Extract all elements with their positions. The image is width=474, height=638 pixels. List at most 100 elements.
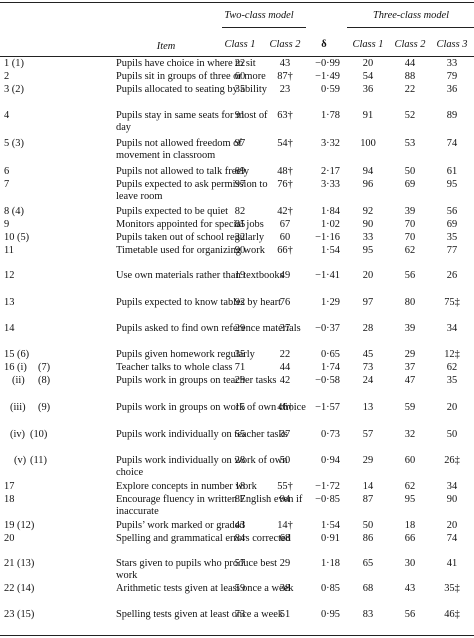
item-description: Pupils stay in same seats for most of da… [116,110,268,133]
three-class2-value: 88 [404,71,416,82]
three-class2-column-header: Class 2 [394,39,426,50]
three-class3-value: 20 [446,520,458,531]
class2-value: 51 [279,609,291,620]
item-number: 14 [4,323,15,334]
delta-value: 1·54 [320,245,340,256]
class1-value: 71 [234,362,246,373]
item-number: 7 [4,179,10,190]
three-class-model-heading: Three-class model [372,10,450,21]
delta-value: −0·37 [315,323,340,334]
two-class-model-heading: Two-class model [224,10,294,21]
class1-value: 89 [234,166,246,177]
class2-value: 43 [279,58,291,69]
item-description: Use own materials rather than textbooks [116,270,284,281]
three-class1-value: 95 [362,245,374,256]
item-number: 6 [4,166,10,177]
item-description: Pupils expected to know tables by heart [116,297,282,308]
three-class3-value: 56 [446,206,458,217]
item-description: Pupils sit in groups of three or more [116,71,266,82]
three-class1-value: 90 [362,219,374,230]
item-subnumber: (11) [30,455,47,466]
three-class1-value: 29 [362,455,374,466]
item-number: 16 (i) [4,362,27,373]
class2-value: 54† [277,138,293,149]
three-class3-value: 34 [446,481,458,492]
item-number: 21 (13) [4,558,35,569]
class2-value: 38 [279,583,291,594]
three-class3-value: 36 [446,84,458,95]
item-description: Pupils work individually on work of own … [116,455,288,478]
three-class1-value: 96 [362,179,374,190]
three-class1-value: 94 [362,166,374,177]
three-class1-value: 20 [362,270,374,281]
three-class2-value: 32 [404,429,416,440]
three-class2-value: 39 [404,323,416,334]
item-subnumber: (9) [38,402,51,413]
class1-value: 29 [234,323,246,334]
item-description: Pupils not allowed freedom of movement i… [116,138,242,161]
three-class1-value: 33 [362,232,374,243]
three-class2-value: 56 [404,609,416,620]
three-class2-value: 56 [404,270,416,281]
item-description: Pupils asked to find own reference mater… [116,323,301,334]
three-class1-value: 54 [362,71,374,82]
delta-value: 0·91 [320,533,340,544]
three-class2-value: 69 [404,179,416,190]
class1-value: 90 [234,245,246,256]
three-class2-value: 29 [404,349,416,360]
delta-value: 3·33 [320,179,340,190]
class1-value: 35 [234,349,246,360]
three-class2-value: 43 [404,583,416,594]
class1-value: 22 [234,58,246,69]
three-class3-value: 26‡ [444,455,460,466]
class1-value: 18 [234,481,246,492]
item-number: 13 [4,297,15,308]
class1-value: 43 [234,520,246,531]
three-class1-value: 36 [362,84,374,95]
three-class2-value: 59 [404,402,416,413]
class2-value: 46† [277,402,293,413]
item-number: (iv) [10,429,26,440]
three-class2-value: 95 [404,494,416,505]
delta-value: −0·99 [315,58,340,69]
three-class3-value: 77 [446,245,458,256]
item-description: Pupils work individually on teacher task… [116,429,288,440]
class1-value: 29 [234,375,246,386]
delta-value: 0·94 [320,455,340,466]
class2-value: 44 [279,362,291,373]
three-class2-value: 53 [404,138,416,149]
three-class1-value: 45 [362,349,374,360]
delta-value: 1·54 [320,520,340,531]
item-description: Pupils given homework regularly [116,349,255,360]
item-subnumber: (7) [38,362,51,373]
item-number: 10 (5) [4,232,30,243]
three-class1-column-header: Class 1 [352,39,384,50]
three-class3-value: 35 [446,232,458,243]
item-description: Pupils have choice in where to sit [116,58,256,69]
delta-value: 0·65 [320,349,340,360]
class1-value: 91 [234,110,246,121]
three-class3-value: 35 [446,375,458,386]
three-class3-value: 50 [446,429,458,440]
three-class1-value: 20 [362,58,374,69]
class1-value: 73 [234,609,246,620]
class2-value: 60 [279,232,291,243]
three-class2-value: 70 [404,219,416,230]
item-number: 15 (6) [4,349,30,360]
class2-value: 67 [279,219,291,230]
three-class2-value: 62 [404,245,416,256]
item-description: Pupils work in groups on work of own cho… [116,402,306,413]
delta-value: 1·29 [320,297,340,308]
three-class1-value: 86 [362,533,374,544]
three-class2-value: 47 [404,375,416,386]
item-column-header: Item [156,41,176,52]
three-class3-column-header: Class 3 [436,39,468,50]
delta-value: 0·95 [320,609,340,620]
item-description: Pupils not allowed to talk freely [116,166,250,177]
item-description: Encourage fluency in written English eve… [116,494,303,517]
delta-value: 1·78 [320,110,340,121]
class2-value: 94 [279,494,291,505]
class1-value: 28 [234,455,246,466]
three-class1-value: 13 [362,402,374,413]
item-number: 23 (15) [4,609,35,620]
